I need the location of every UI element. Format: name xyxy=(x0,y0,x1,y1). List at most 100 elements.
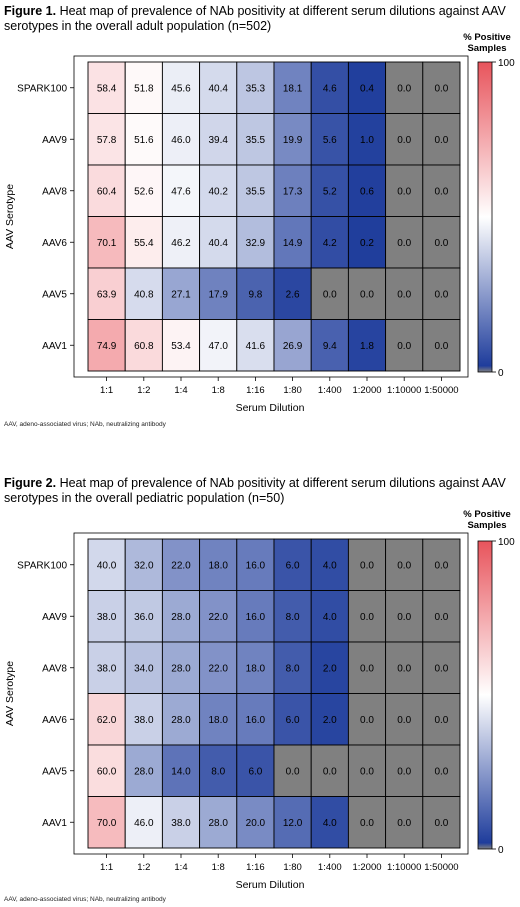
heatmap-cell xyxy=(273,113,312,166)
heatmap-cell xyxy=(310,693,349,746)
heatmap-cell xyxy=(273,164,312,217)
cell-label: 0.0 xyxy=(360,663,374,674)
x-tick-label: 1:2000 xyxy=(352,385,381,396)
x-tick-label: 1:2 xyxy=(137,385,150,396)
heatmap-cell xyxy=(347,164,387,217)
cell-label: 28.0 xyxy=(171,612,191,623)
heatmap-cell xyxy=(124,61,163,114)
heatmap-cell xyxy=(273,796,312,849)
y-tick-label: AAV8 xyxy=(42,186,67,197)
heatmap-cell xyxy=(161,538,201,591)
y-tick-label: AAV1 xyxy=(42,341,67,352)
heatmap-cell xyxy=(124,113,163,166)
heatmap-cell xyxy=(236,113,275,166)
heatmap-cell xyxy=(199,113,238,166)
heatmap-cell xyxy=(199,319,238,372)
heatmap-cell xyxy=(161,113,201,166)
heatmap-cell xyxy=(310,641,349,694)
heatmap-cell xyxy=(422,641,461,694)
heatmap-cell xyxy=(124,267,163,320)
x-tick-label: 1:50000 xyxy=(424,862,458,873)
heatmap-cell xyxy=(236,267,275,320)
heatmap-cell xyxy=(347,796,387,849)
heatmap-cell xyxy=(385,216,424,269)
heatmap-cell xyxy=(161,61,201,114)
cell-label: 0.0 xyxy=(360,612,374,623)
heatmap-cell xyxy=(87,267,126,320)
x-tick-label: 1:8 xyxy=(212,862,225,873)
cell-label: 0.0 xyxy=(286,766,300,777)
x-tick-label: 1:10000 xyxy=(387,862,421,873)
heatmap-cell xyxy=(385,113,424,166)
cell-label: 4.0 xyxy=(323,612,337,623)
cell-label: 18.1 xyxy=(283,83,303,94)
cell-label: 0.0 xyxy=(397,663,411,674)
cell-label: 0.0 xyxy=(360,560,374,571)
heatmap-cell xyxy=(385,641,424,694)
figure-2-title: Heat map of prevalence of NAb positivity… xyxy=(4,476,506,505)
cell-label: 5.6 xyxy=(323,135,337,146)
cell-label: 46.0 xyxy=(171,135,191,146)
figure-1-caption: Figure 1. Heat map of prevalence of NAb … xyxy=(4,4,510,34)
legend-colorbar xyxy=(477,540,493,850)
cell-label: 62.0 xyxy=(97,715,117,726)
heatmap-cell xyxy=(422,538,461,591)
cell-label: 2.0 xyxy=(323,663,337,674)
cell-label: 5.2 xyxy=(323,186,337,197)
cell-label: 20.0 xyxy=(246,818,266,829)
heatmap-cell xyxy=(385,693,424,746)
cell-label: 14.9 xyxy=(283,238,303,249)
plot-frame xyxy=(73,532,469,855)
y-tick-label: AAV8 xyxy=(42,663,67,674)
cell-label: 0.0 xyxy=(434,238,448,249)
cell-label: 57.8 xyxy=(97,135,117,146)
heatmap-cell xyxy=(273,590,312,643)
cell-label: 9.4 xyxy=(323,341,337,352)
cell-label: 1.8 xyxy=(360,341,374,352)
heatmap-cell xyxy=(161,744,201,797)
heatmap-cell xyxy=(310,590,349,643)
heatmap-cell xyxy=(273,319,312,372)
figure-1-title: Heat map of prevalence of NAb positivity… xyxy=(4,4,506,33)
cell-label: 39.4 xyxy=(208,135,228,146)
heatmap-cell xyxy=(347,641,387,694)
heatmap-cell xyxy=(161,796,201,849)
figure-1-label: Figure 1. xyxy=(4,4,57,18)
heatmap-cell xyxy=(236,744,275,797)
legend-colorbar xyxy=(477,61,493,373)
cell-label: 0.0 xyxy=(397,766,411,777)
heatmap-cell xyxy=(199,744,238,797)
cell-label: 6.0 xyxy=(286,560,300,571)
x-tick-label: 1:400 xyxy=(318,385,342,396)
heatmap-cell xyxy=(385,267,424,320)
y-tick-label: AAV6 xyxy=(42,715,67,726)
heatmap-cell xyxy=(236,61,275,114)
heatmap-cell xyxy=(236,590,275,643)
heatmap-cell xyxy=(347,693,387,746)
heatmap-cell xyxy=(199,538,238,591)
heatmap-cell xyxy=(385,744,424,797)
cell-label: 17.9 xyxy=(208,289,228,300)
cell-label: 4.6 xyxy=(323,83,337,94)
cell-label: 6.0 xyxy=(286,715,300,726)
heatmap-cell xyxy=(310,319,349,372)
heatmap-cell xyxy=(124,744,163,797)
cell-label: 0.0 xyxy=(397,612,411,623)
heatmap-cell xyxy=(87,590,126,643)
heatmap-cell xyxy=(347,216,387,269)
cell-label: 0.0 xyxy=(360,289,374,300)
cell-label: 40.2 xyxy=(208,186,228,197)
cell-label: 0.0 xyxy=(397,560,411,571)
cell-label: 38.0 xyxy=(97,663,117,674)
legend-tick-label: 0 xyxy=(498,845,504,856)
heatmap-cell xyxy=(161,267,201,320)
cell-label: 27.1 xyxy=(171,289,191,300)
plot-frame xyxy=(73,55,469,378)
cell-label: 74.9 xyxy=(97,341,117,352)
heatmap-cell xyxy=(347,61,387,114)
cell-label: 32.0 xyxy=(134,560,154,571)
heatmap-cell xyxy=(422,267,461,320)
cell-label: 8.0 xyxy=(211,766,225,777)
cell-label: 2.0 xyxy=(323,715,337,726)
